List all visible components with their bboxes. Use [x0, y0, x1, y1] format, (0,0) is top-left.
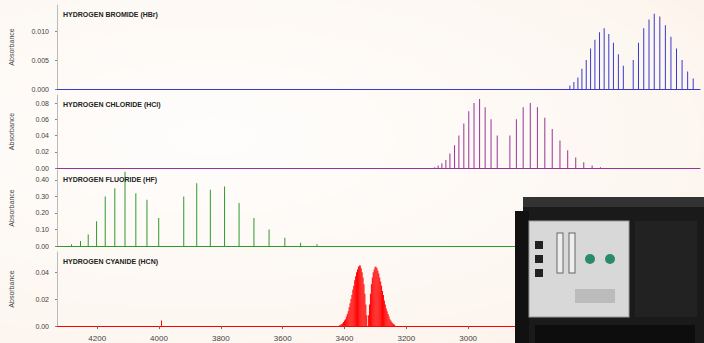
- svg-text:HYDROGEN CHLORIDE (HCl): HYDROGEN CHLORIDE (HCl): [63, 101, 161, 109]
- svg-text:3400: 3400: [336, 334, 354, 343]
- svg-text:HYDROGEN BROMIDE (HBr): HYDROGEN BROMIDE (HBr): [63, 11, 158, 19]
- svg-text:0.30: 0.30: [35, 193, 49, 200]
- svg-text:0.02: 0.02: [35, 296, 49, 303]
- svg-text:Absorbance: Absorbance: [8, 270, 15, 307]
- svg-text:0.005: 0.005: [31, 57, 49, 64]
- svg-text:0.40: 0.40: [35, 176, 49, 183]
- svg-text:HYDROGEN CYANIDE (HCN): HYDROGEN CYANIDE (HCN): [63, 258, 158, 266]
- svg-text:0.04: 0.04: [35, 269, 49, 276]
- svg-text:0.08: 0.08: [35, 100, 49, 107]
- svg-text:4000: 4000: [150, 334, 168, 343]
- svg-text:0.00: 0.00: [35, 243, 49, 250]
- svg-text:3600: 3600: [274, 334, 292, 343]
- svg-text:3000: 3000: [459, 334, 477, 343]
- svg-text:0.000: 0.000: [31, 86, 49, 93]
- svg-text:0.06: 0.06: [35, 116, 49, 123]
- svg-text:Absorbance: Absorbance: [8, 113, 15, 150]
- svg-text:0.04: 0.04: [35, 132, 49, 139]
- svg-text:0.00: 0.00: [35, 165, 49, 172]
- svg-text:Absorbance: Absorbance: [8, 189, 15, 226]
- svg-text:3200: 3200: [397, 334, 415, 343]
- svg-text:HYDROGEN FLUORIDE (HF): HYDROGEN FLUORIDE (HF): [63, 176, 157, 184]
- svg-text:0.20: 0.20: [35, 209, 49, 216]
- svg-text:0.10: 0.10: [35, 226, 49, 233]
- svg-text:3800: 3800: [212, 334, 230, 343]
- svg-text:Absorbance: Absorbance: [8, 28, 15, 65]
- svg-text:4200: 4200: [88, 334, 106, 343]
- svg-text:0.010: 0.010: [31, 28, 49, 35]
- svg-text:0.00: 0.00: [35, 323, 49, 330]
- svg-text:0.02: 0.02: [35, 148, 49, 155]
